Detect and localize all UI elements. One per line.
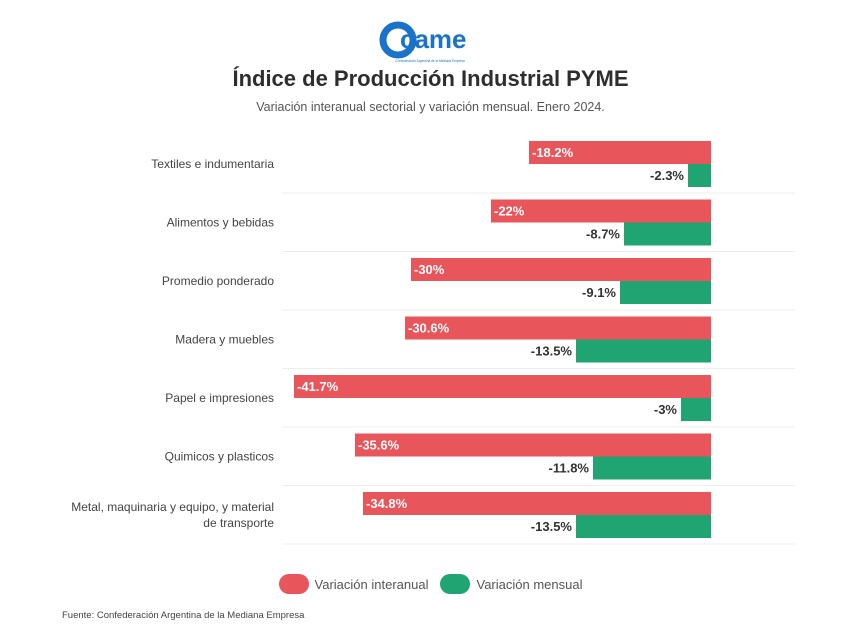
data-label-interanual: -22% — [494, 204, 525, 219]
category-label: Madera y muebles — [175, 333, 274, 347]
data-label-mensual: -11.8% — [549, 461, 590, 476]
chart-subtitle: Variación interanual sectorial y variaci… — [256, 100, 605, 114]
chart-legend: Variación interanual Variación mensual — [0, 574, 861, 594]
bar-interanual — [355, 433, 711, 457]
data-label-mensual: -8.7% — [586, 227, 620, 242]
category-label-line: Madera y muebles — [175, 333, 274, 347]
legend-label-interanual: Variación interanual — [314, 576, 429, 592]
data-label-interanual: -18.2% — [532, 145, 574, 160]
bar-mensual — [620, 281, 711, 304]
data-label-interanual: -35.6% — [358, 438, 400, 453]
bar-interanual — [491, 199, 711, 223]
category-label-line: Textiles e indumentaria — [151, 157, 274, 171]
category-label: Promedio ponderado — [162, 274, 274, 288]
data-label-mensual: -9.1% — [582, 285, 616, 300]
logo-tagline: Confederación Argentina de la Mediana Em… — [395, 59, 465, 63]
bar-mensual — [688, 164, 711, 187]
category-label-line: Alimentos y bebidas — [167, 216, 274, 230]
data-label-mensual: -13.5% — [531, 519, 573, 534]
category-label-line: de transporte — [203, 516, 274, 530]
legend-swatch-mensual — [440, 574, 471, 594]
category-label-line: Quimicos y plasticos — [165, 450, 274, 464]
data-label-mensual: -13.5% — [531, 344, 573, 359]
bar-interanual — [411, 258, 711, 281]
bar-mensual — [576, 339, 711, 363]
bar-mensual — [593, 456, 711, 480]
logo-ring — [379, 21, 417, 59]
category-label: Papel e impresiones — [165, 391, 274, 405]
category-label-line: Metal, maquinaria y equipo, y material — [71, 500, 274, 514]
data-label-interanual: -30.6% — [408, 321, 450, 336]
legend-item-mensual: Variación mensual — [440, 574, 582, 594]
bar-interanual — [529, 141, 711, 164]
bar-mensual — [681, 398, 711, 421]
logo-wordmark: came — [400, 24, 467, 54]
bar-chart: Textiles e indumentaria -18.2% -2.3% Alimen… — [71, 141, 795, 545]
bar-interanual — [294, 375, 711, 398]
category-label: Textiles e indumentaria — [151, 157, 274, 171]
data-label-interanual: -30% — [414, 262, 445, 277]
data-label-interanual: -41.7% — [297, 379, 339, 394]
category-label: Quimicos y plasticos — [165, 450, 274, 464]
data-label-mensual: -3% — [654, 402, 678, 417]
source-note: Fuente: Confederación Argentina de la Me… — [62, 610, 305, 621]
category-label-line: Promedio ponderado — [162, 274, 274, 288]
category-label: Alimentos y bebidas — [167, 216, 274, 230]
bar-interanual — [363, 492, 711, 515]
category-label-line: Papel e impresiones — [165, 391, 274, 405]
legend-swatch-interanual — [278, 574, 309, 594]
data-label-interanual: -34.8% — [366, 496, 408, 511]
bar-interanual — [405, 316, 711, 340]
legend-label-mensual: Variación mensual — [476, 576, 583, 592]
category-label: Metal, maquinaria y equipo, y material de… — [71, 500, 274, 530]
came-logo: came Confederación Argentina de la Media… — [379, 21, 467, 63]
bar-mensual — [624, 222, 711, 246]
bar-mensual — [576, 515, 711, 538]
data-label-mensual: -2.3% — [650, 168, 684, 183]
legend-item-interanual: Variación interanual — [278, 574, 429, 594]
chart-title: Índice de Producción Industrial PYME — [232, 66, 629, 91]
